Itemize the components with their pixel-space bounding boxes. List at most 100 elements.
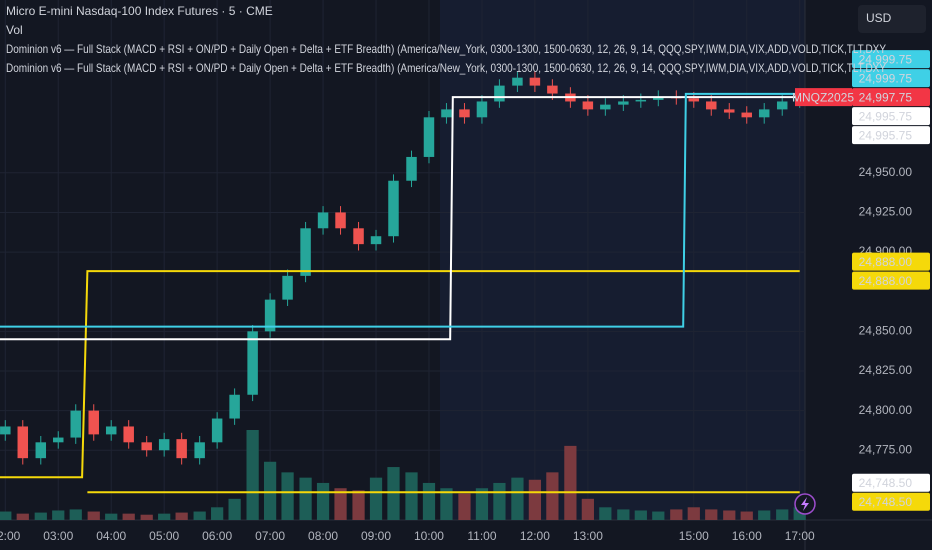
price-label-box (852, 50, 930, 69)
volume-bar (352, 490, 365, 520)
indicator: Dominion v6 — Full Stack (MACD + RSI + O… (6, 42, 886, 56)
candle-body (282, 275, 293, 300)
candle-body (547, 85, 558, 94)
volume-bar (599, 507, 612, 520)
price-label: 24,748.50 (859, 495, 913, 509)
volume-bar (299, 477, 312, 520)
candle-body (758, 109, 770, 118)
candle-body (494, 85, 505, 102)
volume-bar (69, 509, 82, 520)
volume-bar (228, 498, 241, 520)
candle-body (741, 112, 752, 118)
levels (0, 92, 800, 494)
volume-bar (581, 498, 594, 520)
price-label: 24,888.00 (859, 255, 913, 269)
price-label: 24,999.75 (859, 71, 913, 85)
candle-body (300, 228, 311, 276)
volume-bar (705, 509, 718, 520)
candle-body (264, 299, 276, 332)
candle-body (388, 180, 399, 237)
price-label: 24,999.75 (859, 52, 913, 66)
candle-body (635, 99, 647, 102)
symbol-label: MNQZ2025 (792, 90, 854, 104)
candle-body (176, 439, 187, 459)
volume-bar (193, 511, 206, 520)
candle-body (423, 117, 435, 157)
x-tick-label: 08:00 (308, 529, 338, 543)
volume-bar (140, 514, 153, 520)
volume-bar (158, 513, 171, 520)
volume-bar (634, 510, 647, 520)
alert-icon (801, 497, 809, 511)
volume-bar (528, 479, 542, 520)
volume-bar (493, 482, 506, 520)
volume-bar (458, 493, 471, 520)
candle-body (88, 410, 99, 435)
price-label: 24,995.75 (859, 128, 913, 142)
volume-bar (369, 477, 383, 520)
price-label-box (852, 126, 930, 145)
indicator: Dominion v6 — Full Stack (MACD + RSI + O… (6, 61, 886, 75)
volume-bar (440, 488, 453, 520)
y-tick-label: 24,925.00 (859, 205, 913, 219)
currency[interactable]: USD (866, 11, 892, 25)
y-tick-label: 24,800.00 (859, 403, 913, 417)
indicator: Vol (6, 23, 23, 37)
candle-body (17, 426, 29, 459)
x-tick-label: 12:00 (520, 529, 550, 543)
price-label-box (852, 88, 930, 107)
volume-bar (211, 507, 224, 520)
candle-body (706, 101, 717, 110)
x-tick-label: 11:00 (467, 529, 496, 543)
candle-body (317, 212, 329, 229)
volume-bar (34, 512, 47, 520)
candle-body (141, 442, 152, 451)
price-label-box (852, 252, 930, 271)
level-line (0, 96, 800, 341)
price-label: 24,888.00 (859, 274, 913, 288)
currency-button[interactable] (858, 5, 926, 33)
volume-bar (723, 510, 736, 520)
x-tick-label: 13:00 (573, 529, 603, 543)
candle-body (724, 109, 735, 113)
volume-bar (246, 430, 259, 520)
volume-bar (617, 509, 630, 520)
volume-bar (670, 509, 683, 520)
chart-title: Micro E-mini Nasdaq-100 Index Futures · … (6, 4, 273, 18)
volume-bar (405, 472, 418, 520)
volume-bar (564, 445, 577, 520)
x-tick-label: 10:00 (414, 529, 444, 543)
candle-body (247, 331, 258, 395)
price-label-box (852, 69, 930, 88)
volume-bar (0, 511, 12, 520)
x-tick-label: 06:00 (202, 529, 232, 543)
y-tick-label: 24,775.00 (859, 442, 913, 456)
x-tick-label: 07:00 (255, 529, 285, 543)
volume-bar (334, 488, 347, 520)
price-label-box (852, 107, 930, 126)
candle-body (0, 426, 11, 435)
level-line (0, 270, 800, 479)
x-tick-label: 03:00 (43, 529, 73, 543)
price-label-box (852, 271, 930, 290)
candle-body (776, 101, 788, 110)
y-tick-label: 24,825.00 (859, 363, 913, 377)
price-label-box (852, 492, 930, 511)
volume-bar (387, 467, 400, 520)
volume-bar (316, 482, 330, 520)
volume-bar (281, 472, 294, 520)
x-tick-label: 05:00 (149, 529, 179, 543)
volume-bar (105, 513, 118, 520)
candle-body (653, 96, 664, 100)
x-tick-label: 16:00 (732, 529, 762, 543)
x-tick-label: 09:00 (361, 529, 391, 543)
candle-body (512, 77, 523, 86)
candle-body (618, 101, 629, 105)
candle-body (35, 442, 47, 459)
volume-bar (546, 472, 559, 520)
axis: 24,775.00 24,800.00 24,825.00 24,850.00 24,9… (0, 165, 912, 543)
x-tick-label: 02:00 (0, 529, 21, 543)
volume-bar (740, 511, 753, 520)
session-shading (440, 0, 805, 520)
